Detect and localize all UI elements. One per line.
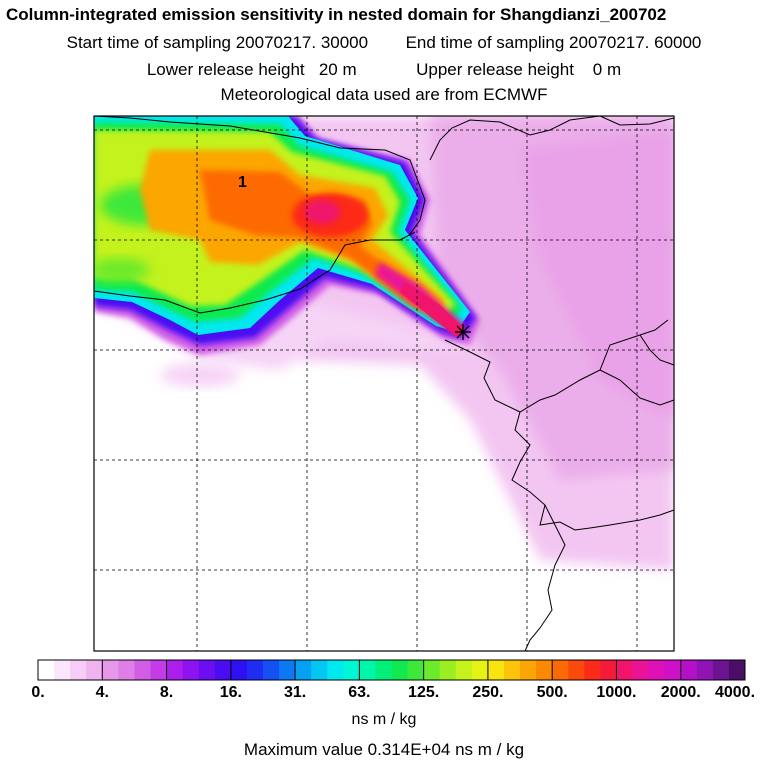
end-time-text: End time of sampling 20070217. 60000 xyxy=(405,33,702,52)
colorbar-tick-label: 500. xyxy=(536,684,568,701)
colorbar-swatch xyxy=(311,660,328,680)
colorbar-swatch xyxy=(568,660,585,680)
colorbar-tick-label: 8. xyxy=(159,684,174,701)
plume-field xyxy=(94,116,674,651)
colorbar-tick-label: 63. xyxy=(348,684,371,701)
colorbar-tick-label: 0. xyxy=(31,684,45,701)
colorbar-swatch xyxy=(70,660,87,680)
colorbar-swatch xyxy=(230,660,248,680)
colorbar-swatch xyxy=(150,660,168,680)
colorbar-swatch xyxy=(359,660,376,680)
upper-height-text: Upper release height 0 m xyxy=(416,60,622,79)
colorbar-swatch xyxy=(520,660,537,680)
map-marker-label: 1 xyxy=(238,174,247,191)
colorbar-swatch xyxy=(680,660,698,680)
colorbar-swatch xyxy=(38,660,55,680)
map-frame xyxy=(93,115,675,652)
colorbar-swatch xyxy=(471,660,489,680)
colorbar-swatch xyxy=(166,660,184,680)
colorbar-swatch xyxy=(423,660,441,680)
colorbar-swatch xyxy=(279,660,296,680)
colorbar-swatch xyxy=(728,660,746,680)
coastline-layer xyxy=(93,115,675,652)
sampling-time-line: Start time of sampling 20070217. 30000 E… xyxy=(0,33,768,53)
colorbar-frame xyxy=(37,659,746,681)
colorbar-swatch xyxy=(455,660,473,680)
met-data-line: Meteorological data used are from ECMWF xyxy=(220,85,548,104)
colorbar-swatch xyxy=(487,660,505,680)
colorbar-tick-label: 1000. xyxy=(596,684,637,701)
colorbar-swatch xyxy=(664,660,682,680)
colorbar-swatch xyxy=(118,660,135,680)
colorbar-swatch xyxy=(246,660,264,680)
colorbar-tick-label: 2000. xyxy=(660,684,701,701)
colorbar-swatch xyxy=(712,660,730,680)
colorbar xyxy=(37,659,746,681)
colorbar-swatch xyxy=(214,660,232,680)
colorbar-swatch xyxy=(198,660,216,680)
colorbar-swatch xyxy=(262,660,280,680)
colorbar-swatch xyxy=(54,660,71,680)
colorbar-tick-label: 4. xyxy=(95,684,109,701)
colorbar-swatch xyxy=(391,660,409,680)
colorbar-tick-label: 250. xyxy=(472,684,504,701)
lower-height-text: Lower release height 20 m xyxy=(146,60,357,79)
colorbar-swatch xyxy=(648,660,666,680)
colorbar-tick-label: 125. xyxy=(408,684,440,701)
colorbar-swatch xyxy=(616,660,634,680)
colorbar-tick-label: 31. xyxy=(283,684,307,701)
colorbar-swatch xyxy=(536,660,553,680)
colorbar-swatch xyxy=(182,660,200,680)
colorbar-swatch xyxy=(552,660,569,680)
lat-lon-grid xyxy=(94,116,674,651)
units-label: ns m / kg xyxy=(351,711,417,728)
colorbar-swatch xyxy=(375,660,392,680)
colorbar-tick-label: 16. xyxy=(219,684,242,701)
map-title: Column-integrated emission sensitivity i… xyxy=(6,5,667,24)
colorbar-swatch xyxy=(295,660,312,680)
colorbar-swatch xyxy=(439,660,457,680)
max-value-text: Maximum value 0.314E+04 ns m / kg xyxy=(243,740,525,759)
colorbar-swatch xyxy=(407,660,425,680)
colorbar-swatch xyxy=(600,660,617,680)
colorbar-swatch xyxy=(343,660,360,680)
colorbar-swatch xyxy=(134,660,151,680)
colorbar-swatch xyxy=(632,660,650,680)
release-height-line: Lower release height 20 m Upper release … xyxy=(0,60,768,80)
colorbar-swatch xyxy=(327,660,344,680)
colorbar-swatch xyxy=(584,660,601,680)
colorbar-swatch xyxy=(696,660,714,680)
colorbar-tick-label: 4000. xyxy=(714,684,756,701)
colorbar-swatch xyxy=(503,660,521,680)
colorbar-swatch xyxy=(102,660,119,680)
star-cross-icon xyxy=(455,324,471,340)
colorbar-swatch xyxy=(86,660,103,680)
start-time-text: Start time of sampling 20070217. 30000 xyxy=(66,33,369,52)
